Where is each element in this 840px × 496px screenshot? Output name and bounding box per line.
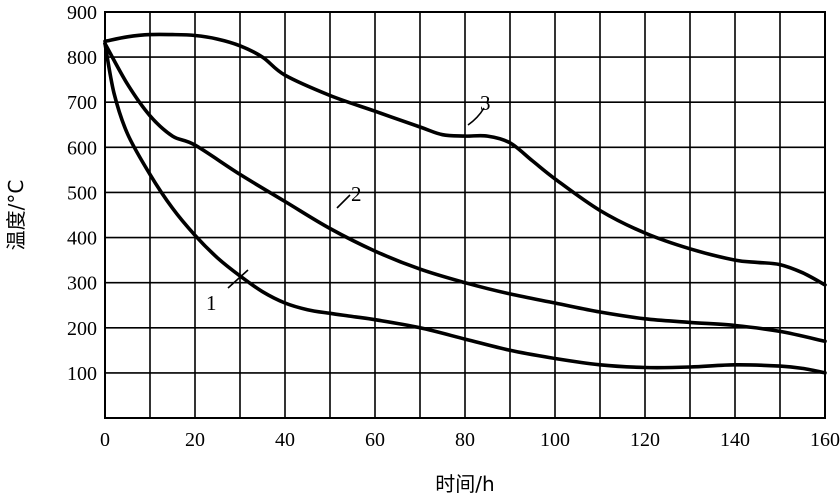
x-tick-label: 100 — [540, 429, 570, 451]
y-tick-label: 700 — [67, 92, 97, 114]
series-line-1 — [103, 41, 827, 375]
y-tick-label: 100 — [67, 363, 97, 385]
x-axis-title: 时间/h — [435, 472, 494, 496]
y-tick-label: 400 — [67, 228, 97, 250]
leader-line-2 — [336, 194, 351, 209]
x-tick-label: 40 — [275, 429, 295, 451]
x-tick-label: 20 — [185, 429, 205, 451]
x-tick-label: 80 — [455, 429, 475, 451]
series-line-2 — [103, 41, 827, 344]
leader-line-1 — [227, 269, 249, 289]
series-line-3 — [103, 32, 827, 287]
tick-labels: 0 20 40 60 80 100 120 140 160 100 200 300 400 500 600 7… — [67, 2, 840, 451]
y-tick-label: 800 — [67, 47, 97, 69]
grid — [105, 12, 825, 418]
curve-label-1: 1 — [206, 291, 217, 315]
x-tick-label: 60 — [365, 429, 385, 451]
leader-line-3 — [467, 107, 485, 126]
series-layer — [103, 32, 827, 375]
y-tick-label: 300 — [67, 273, 97, 295]
curve-label-3: 3 — [480, 91, 491, 115]
plot-frame — [104, 11, 826, 419]
y-tick-label: 900 — [67, 2, 97, 24]
y-axis-title: 温度/°C — [4, 180, 28, 251]
y-tick-label: 600 — [67, 137, 97, 159]
x-tick-label: 140 — [720, 429, 750, 451]
curve-label-2: 2 — [351, 182, 362, 206]
y-tick-label: 200 — [67, 318, 97, 340]
x-tick-label: 0 — [100, 429, 110, 451]
y-tick-label: 500 — [67, 182, 97, 204]
x-tick-label: 160 — [810, 429, 840, 451]
x-tick-label: 120 — [630, 429, 660, 451]
